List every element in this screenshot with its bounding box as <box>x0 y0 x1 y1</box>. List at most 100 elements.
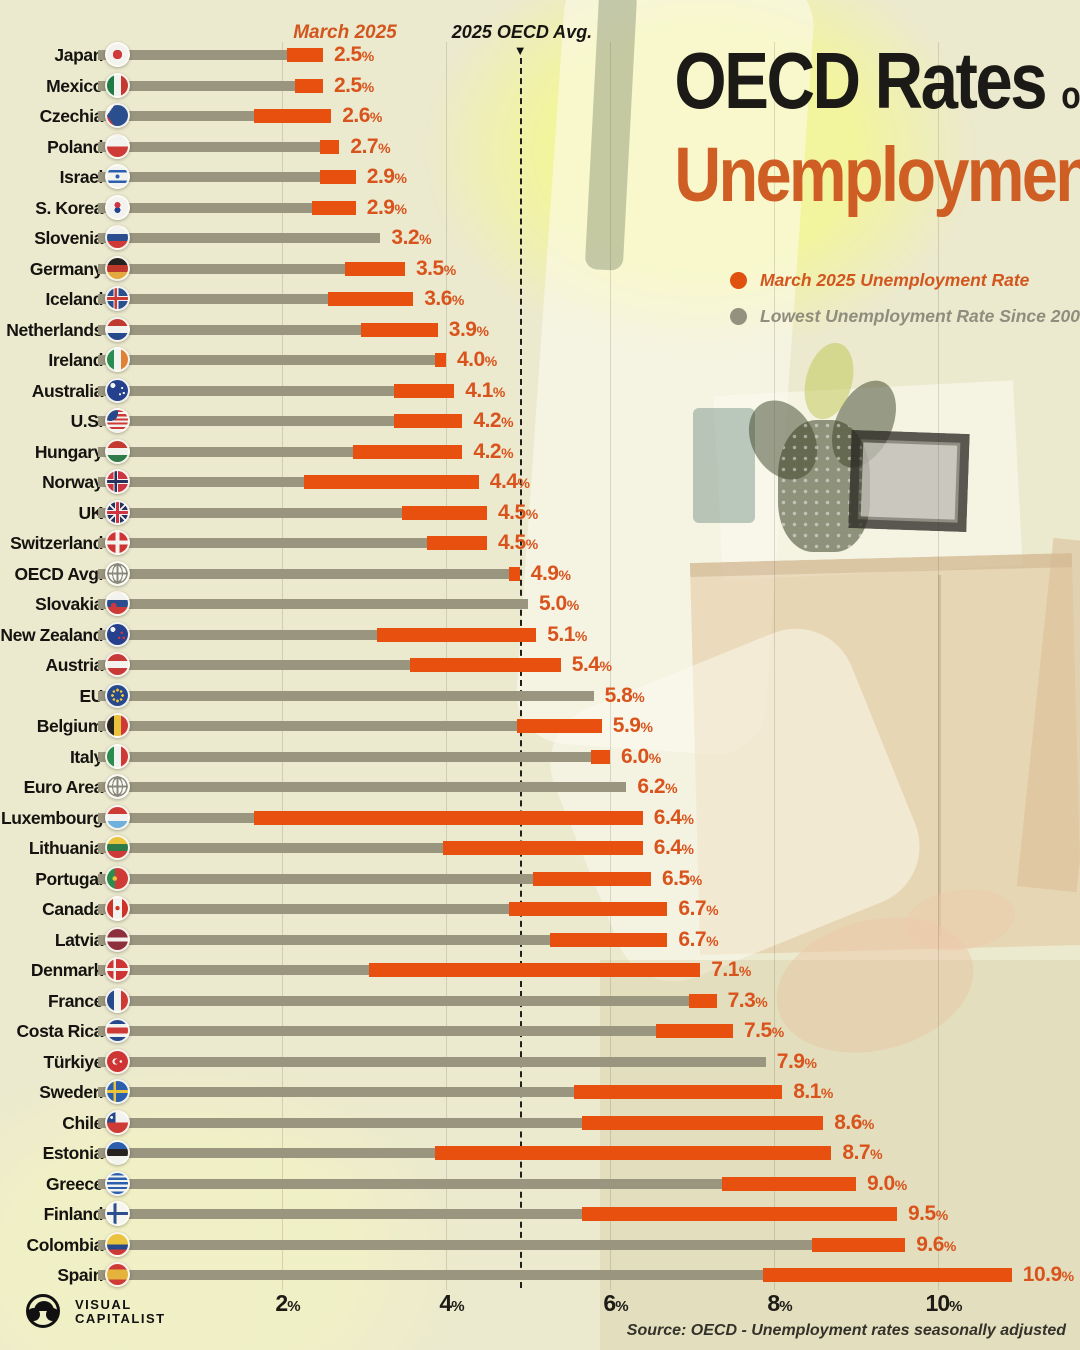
value-unit: % <box>1061 1268 1075 1284</box>
value-unit: % <box>943 1237 957 1254</box>
value-number: 6.7 <box>678 927 707 951</box>
country-label: Iceland <box>45 289 103 309</box>
bar-march-2025 <box>311 200 356 215</box>
flag-icon-uk <box>105 499 130 525</box>
binoculars-icon <box>24 1292 68 1332</box>
value-unit: % <box>706 902 719 918</box>
flag-icon-greece <box>105 1170 130 1196</box>
bar-march-2025 <box>393 414 463 428</box>
legend-item-march-2025: March 2025 Unemployment Rate <box>730 270 1080 291</box>
bar-march-2025 <box>434 1146 832 1160</box>
value-unit: % <box>648 749 662 766</box>
value-unit: % <box>870 1146 883 1162</box>
value-number: 7.9 <box>776 1049 805 1073</box>
value-label: 2.9% <box>367 193 407 223</box>
value-number: 4.2 <box>473 409 502 432</box>
bar-march-2025 <box>508 566 520 581</box>
value-number: 2.9 <box>366 165 395 188</box>
bar-march-2025 <box>434 353 446 367</box>
flag-icon-canada <box>105 896 130 921</box>
bar-march-2025 <box>402 505 487 520</box>
bar-lowest-since-2001 <box>98 233 381 243</box>
value-label: 7.3% <box>728 986 768 1016</box>
country-label: Slovenia <box>34 228 103 248</box>
column-label-march-2025: March 2025 <box>293 22 397 43</box>
value-number: 5.0 <box>539 592 567 615</box>
country-label: Costa Rica <box>16 1021 104 1041</box>
value-label: 4.4% <box>490 467 530 497</box>
value-number: 2.5 <box>334 73 362 97</box>
bar-march-2025 <box>582 1115 824 1130</box>
country-label: Mexico <box>46 75 103 96</box>
value-number: 7.3 <box>727 988 756 1012</box>
flag-icon-czechia <box>105 103 130 128</box>
value-unit: % <box>484 353 498 369</box>
flag-icon-new-zealand <box>105 621 130 647</box>
bar-march-2025 <box>582 1207 897 1221</box>
bar-lowest-since-2001 <box>98 507 405 518</box>
value-unit: % <box>632 688 645 705</box>
bar-lowest-since-2001 <box>98 446 356 457</box>
value-number: 2.9 <box>366 195 395 219</box>
bar-march-2025 <box>590 749 610 764</box>
country-label: Poland <box>47 136 103 157</box>
chart-row-costa-rica: Costa Rica 7.5% <box>0 1016 1080 1046</box>
chart-row-s-korea: S. Korea 2.9% <box>0 193 1080 223</box>
bar-lowest-since-2001 <box>98 812 258 823</box>
country-label: Colombia <box>26 1234 103 1255</box>
value-number: 6.0 <box>621 744 649 768</box>
value-label: 6.2% <box>637 772 677 802</box>
chart-row-japan: Japan 2.5% <box>0 40 1080 70</box>
x-axis-tick-10pct: 10% <box>904 1290 984 1317</box>
oecd-average-line <box>519 58 522 1288</box>
flag-icon-latvia <box>105 926 130 952</box>
tick-unit: % <box>287 1298 301 1315</box>
bar-march-2025 <box>287 48 323 62</box>
value-label: 6.4% <box>654 803 694 833</box>
legend: March 2025 Unemployment Rate Lowest Unem… <box>730 270 1080 342</box>
value-number: 2.5 <box>334 43 362 66</box>
bar-lowest-since-2001 <box>98 1026 660 1036</box>
bar-lowest-since-2001 <box>98 1087 578 1097</box>
flag-icon-luxembourg <box>105 804 130 830</box>
value-number: 7.1 <box>711 958 739 981</box>
bar-lowest-since-2001 <box>98 172 323 182</box>
bar-lowest-since-2001 <box>98 324 364 335</box>
value-label: 3.2% <box>391 223 431 253</box>
chart-row-new-zealand: New Zealand 5.1% <box>0 620 1080 650</box>
bar-lowest-since-2001 <box>98 355 438 365</box>
value-label: 10.9% <box>1023 1260 1074 1290</box>
flag-icon-italy <box>105 743 130 769</box>
value-label: 3.9% <box>449 315 489 345</box>
bar-lowest-since-2001 <box>98 782 627 792</box>
chart-row-poland: Poland 2.7% <box>0 132 1080 162</box>
value-label: 8.7% <box>842 1138 882 1168</box>
chart-row-greece: Greece 9.0% <box>0 1169 1080 1199</box>
x-axis-tick-2pct: 2% <box>248 1290 328 1317</box>
country-label: Latvia <box>54 929 104 950</box>
value-number: 3.2 <box>391 226 420 249</box>
chart-row-euro-area: Euro Area 6.2% <box>0 772 1080 802</box>
bar-march-2025 <box>328 292 414 306</box>
country-label: Italy <box>69 746 103 767</box>
bar-lowest-since-2001 <box>98 294 332 304</box>
bar-march-2025 <box>369 963 701 977</box>
flag-icon-finland <box>105 1201 130 1226</box>
chart-row-slovakia: Slovakia 5.0% <box>0 589 1080 619</box>
value-unit: % <box>665 780 678 796</box>
country-label: Spain <box>57 1265 103 1285</box>
chart-row-france: France 7.3% <box>0 986 1080 1016</box>
chart-row-finland: Finland 9.5% <box>0 1199 1080 1229</box>
value-unit: % <box>501 444 514 461</box>
chart-row-eu: EU 5.8% <box>0 681 1080 711</box>
oecd-average-marker-icon: ▼ <box>513 43 527 58</box>
value-unit: % <box>492 383 506 400</box>
value-label: 3.6% <box>424 284 464 314</box>
value-label: 5.9% <box>613 711 653 741</box>
page-title: OECD Rates of Unemployment <box>640 41 1080 216</box>
value-unit: % <box>558 566 571 583</box>
chart-row-canada: Canada 6.7% <box>0 894 1080 924</box>
value-unit: % <box>419 231 432 247</box>
bar-lowest-since-2001 <box>98 995 692 1006</box>
